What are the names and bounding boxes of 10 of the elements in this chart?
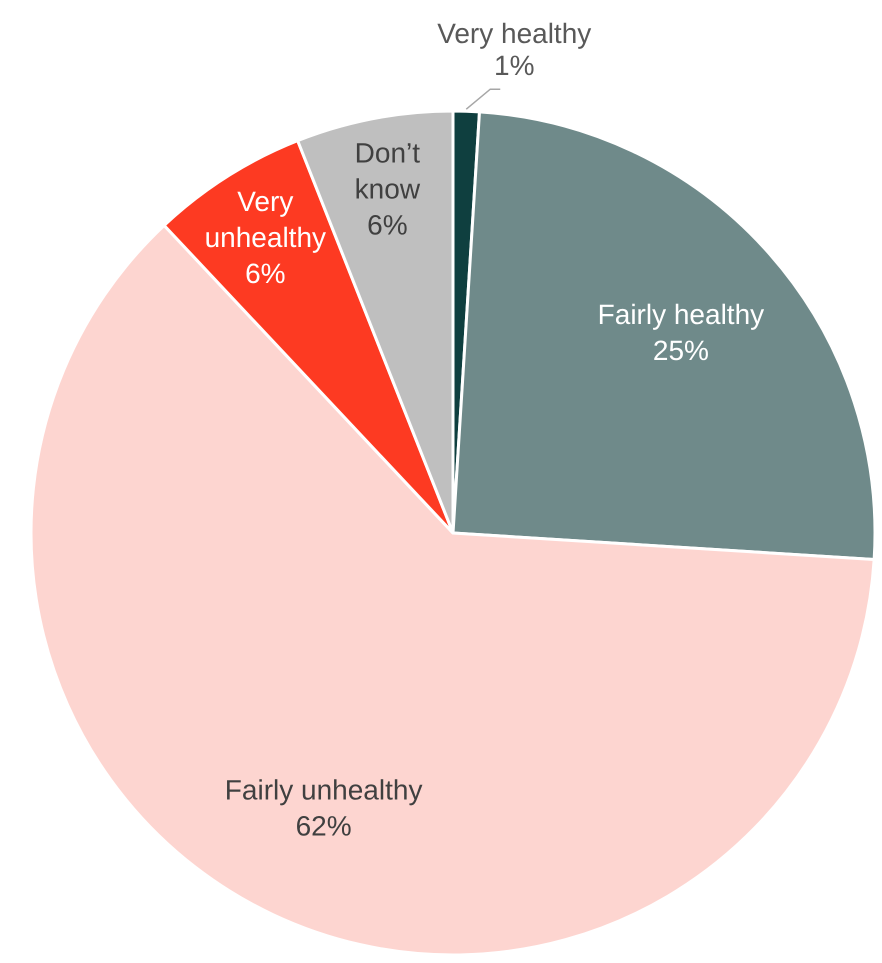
slice-label: Very unhealthy [204,186,326,254]
slice-label: Fairly healthy [598,298,764,330]
data-label: 25% [652,334,709,366]
data-label: 6% [367,210,408,241]
slice-label: Don’t know [354,138,421,205]
data-label: 62% [296,810,352,842]
slice-label: Very healthy [437,18,592,50]
data-label: 6% [245,258,286,290]
slice-label: Fairly unhealthy [224,774,422,806]
data-label: 1% [494,50,534,82]
